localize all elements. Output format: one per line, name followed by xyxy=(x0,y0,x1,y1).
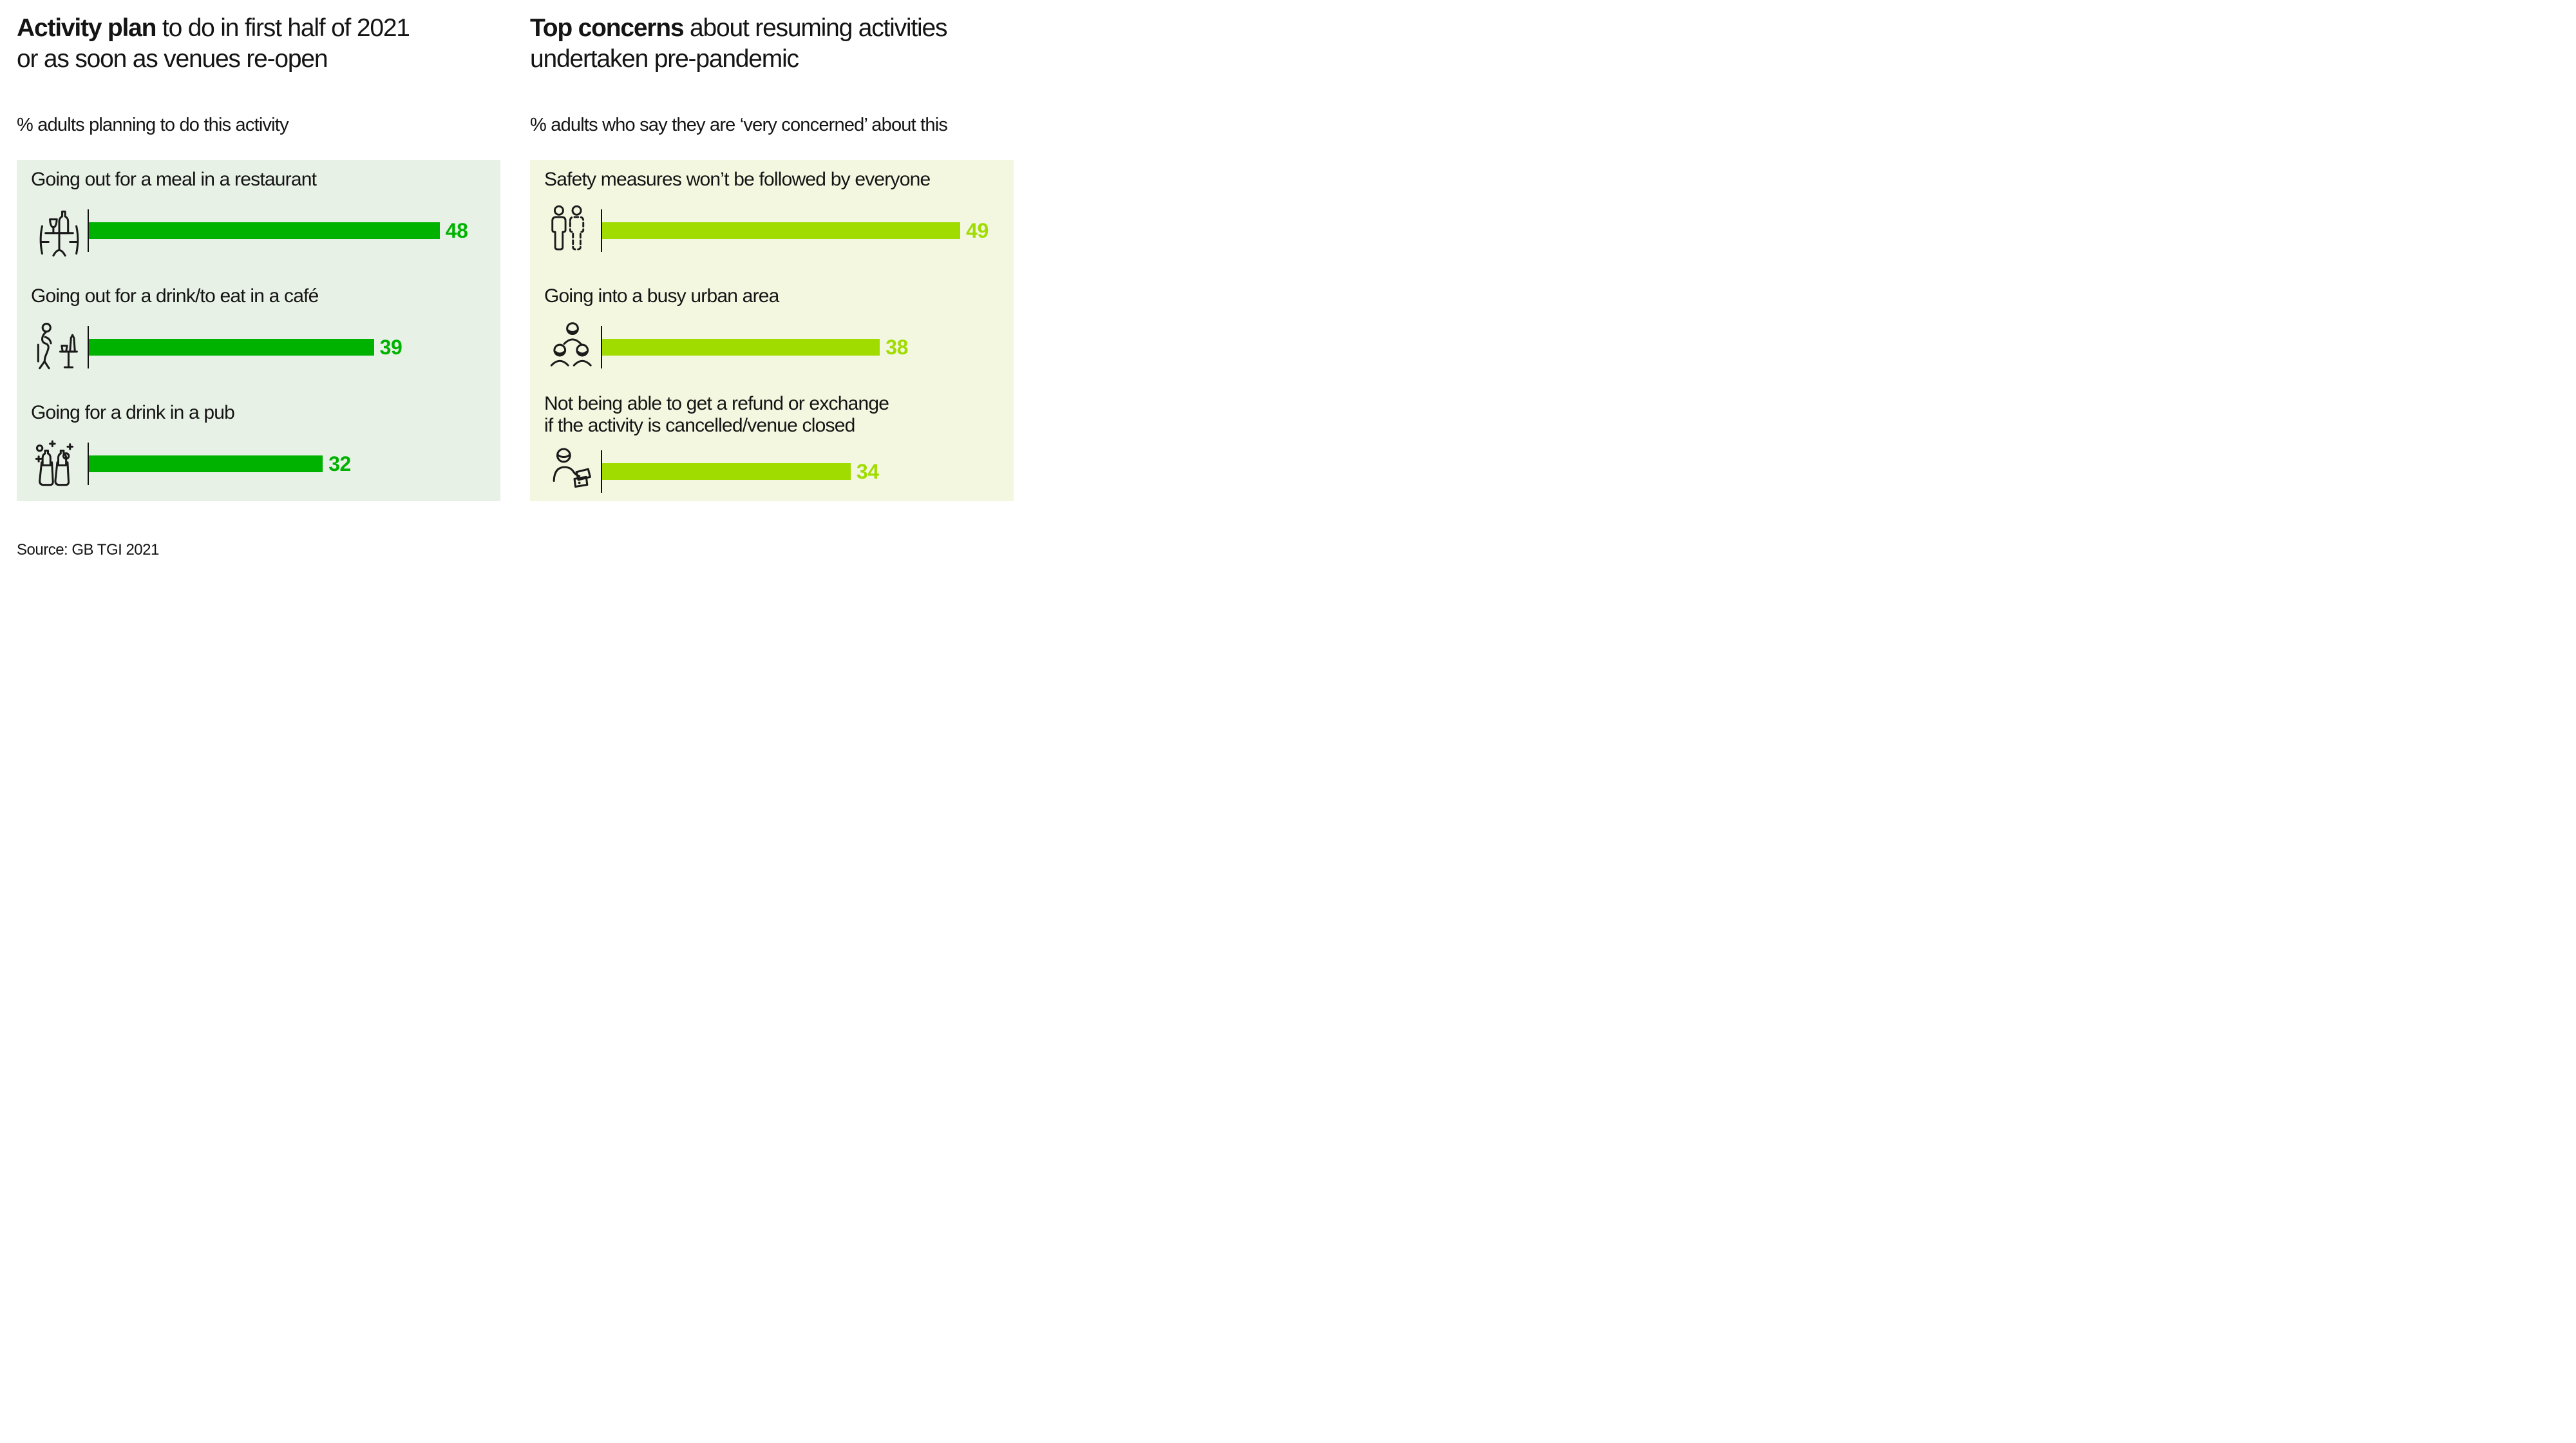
axis-line xyxy=(88,326,89,368)
bar-value: 32 xyxy=(328,452,351,475)
bar-row: 32 xyxy=(31,433,351,495)
right-chart-subtitle: % adults who say they are ‘very concerne… xyxy=(530,115,948,135)
restaurant-table-icon xyxy=(39,210,79,257)
left-title-line2: or as soon as venues re-open xyxy=(17,44,328,73)
row-label: Not being able to get a refund or exchan… xyxy=(544,393,1005,437)
bar-value: 38 xyxy=(886,335,908,359)
bar-value: 49 xyxy=(966,218,989,242)
left-title-rest: to do in first half of 2021 xyxy=(156,14,410,42)
bar-refund xyxy=(602,463,851,480)
axis-line xyxy=(601,326,602,368)
bar-value: 34 xyxy=(856,459,879,483)
right-title-line2: undertaken pre-pandemic xyxy=(530,44,799,73)
bar-restaurant xyxy=(89,222,440,239)
bar-row: 38 xyxy=(544,316,908,378)
bar-label-cafe: Going out for a drink/to eat in a café xyxy=(31,285,319,307)
left-title-bold: Activity plan xyxy=(17,14,156,42)
activity-plan-panel: Going out for a meal in a restaurant 48 … xyxy=(17,160,500,501)
refund-tickets-icon xyxy=(553,448,591,488)
bar-label-safety: Safety measures won’t be followed by eve… xyxy=(544,169,931,190)
bar-pub xyxy=(89,455,323,472)
bar-row: 49 xyxy=(544,200,989,262)
bar-label-refund-line2: if the activity is cancelled/venue close… xyxy=(544,415,855,437)
bar-label-restaurant: Going out for a meal in a restaurant xyxy=(31,169,317,190)
right-title-rest: about resuming activities xyxy=(683,14,947,42)
right-chart-title: Top concerns about resuming activities u… xyxy=(530,13,1030,74)
top-concerns-panel: Safety measures won’t be followed by eve… xyxy=(530,160,1014,501)
cafe-seated-person-icon xyxy=(37,322,78,370)
row-label: Going out for a drink/to eat in a café xyxy=(31,285,491,307)
bar-row: 48 xyxy=(31,200,468,262)
left-chart-subtitle: % adults planning to do this activity xyxy=(17,115,289,135)
bar-urban xyxy=(602,339,880,356)
bar-label-pub: Going for a drink in a pub xyxy=(31,402,235,423)
bar-safety xyxy=(602,222,961,239)
bar-cafe xyxy=(89,339,374,356)
row-label: Going out for a meal in a restaurant xyxy=(31,169,491,191)
left-chart-title: Activity plan to do in first half of 202… xyxy=(17,13,519,74)
row-label: Safety measures won’t be followed by eve… xyxy=(544,169,1005,191)
axis-line xyxy=(601,450,602,493)
bar-value: 39 xyxy=(379,335,402,359)
axis-line xyxy=(601,209,602,252)
bar-label-urban: Going into a busy urban area xyxy=(544,285,779,307)
bar-row: 34 xyxy=(544,441,879,502)
axis-line xyxy=(88,443,89,485)
row-label: Going for a drink in a pub xyxy=(31,402,491,424)
source-note: Source: GB TGI 2021 xyxy=(17,541,159,559)
bar-value: 48 xyxy=(445,218,468,242)
axis-line xyxy=(88,209,89,252)
crowd-icon xyxy=(550,322,592,367)
bar-label-refund-line1: Not being able to get a refund or exchan… xyxy=(544,393,889,414)
pub-drinks-icon xyxy=(35,440,74,486)
bar-row: 39 xyxy=(31,316,402,378)
right-title-bold: Top concerns xyxy=(530,14,685,42)
social-distance-people-icon xyxy=(551,205,585,251)
row-label: Going into a busy urban area xyxy=(544,285,1005,307)
infographic-page: Activity plan to do in first half of 202… xyxy=(0,0,1030,577)
